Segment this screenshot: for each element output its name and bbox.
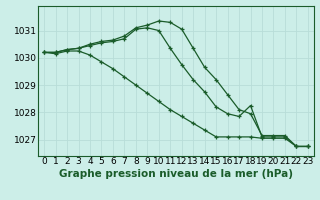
X-axis label: Graphe pression niveau de la mer (hPa): Graphe pression niveau de la mer (hPa) (59, 169, 293, 179)
